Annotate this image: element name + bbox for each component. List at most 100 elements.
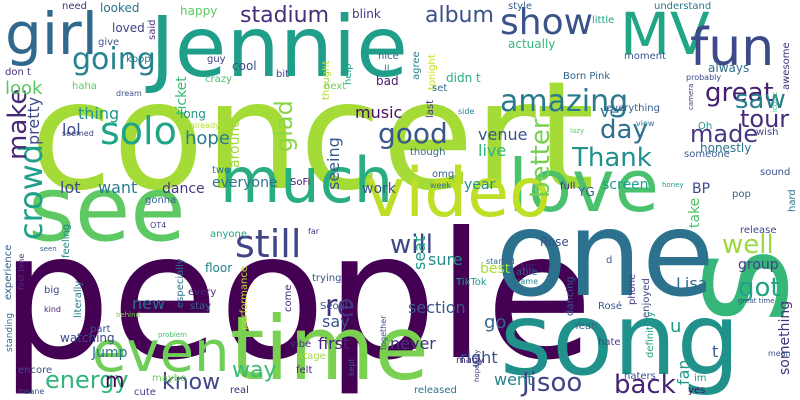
cloud-word: saw (735, 85, 786, 115)
cloud-word: good (378, 117, 448, 150)
cloud-word: real (230, 385, 249, 396)
cloud-word: style (508, 1, 532, 12)
cloud-word: Yeah (574, 321, 598, 332)
cloud-word: nice (378, 51, 399, 62)
cloud-word: bit (276, 69, 290, 80)
cloud-word: iconic (771, 91, 779, 112)
cloud-word: Thank (572, 143, 652, 173)
cloud-word: stadium (240, 3, 330, 28)
cloud-word: kind (44, 305, 62, 314)
cloud-word: understand (654, 1, 712, 12)
cloud-word: concert (30, 50, 595, 224)
cloud-word: Seoul (320, 301, 348, 312)
cloud-word: will (390, 230, 433, 260)
cloud-word: already (190, 121, 220, 130)
cloud-word: released (414, 385, 457, 396)
cloud-word: better (526, 118, 556, 198)
cloud-word: anyone (210, 229, 247, 240)
cloud-word: performance (239, 265, 250, 330)
cloud-word: yes (688, 385, 706, 396)
cloud-word: MV (620, 0, 710, 68)
cloud-word: maybe (152, 373, 187, 384)
cloud-word: screen (602, 177, 649, 193)
cloud-word: stay (190, 301, 212, 312)
cloud-word: say (322, 312, 350, 331)
cloud-word: dancing (565, 276, 576, 316)
cloud-word: see (28, 157, 186, 262)
cloud-word: seeing (324, 137, 343, 190)
cloud-word: experience (3, 244, 14, 300)
cloud-word: full (560, 181, 576, 192)
cloud-word: guy (207, 54, 226, 65)
cloud-word: thing (78, 104, 120, 123)
cloud-word: section (408, 298, 466, 317)
cloud-word: didn t (446, 71, 481, 85)
cloud-word: d (606, 255, 613, 266)
cloud-word: came (516, 277, 539, 286)
cloud-word: ll (384, 64, 390, 75)
cloud-word: girl (5, 0, 98, 68)
cloud-word: honey (662, 181, 684, 189)
cloud-word: re (325, 289, 356, 324)
cloud-word: solo (100, 109, 177, 153)
cloud-word: moment (624, 51, 667, 62)
cloud-word: Oh (698, 121, 713, 132)
cloud-word: made (690, 120, 759, 148)
cloud-word: sound (760, 167, 791, 178)
cloud-word: view (636, 119, 655, 128)
cloud-word: standing (5, 312, 15, 352)
cloud-word: lazy (570, 127, 585, 135)
cloud-word: YG (578, 185, 595, 199)
cloud-word: everything (606, 103, 660, 114)
cloud-word: awesome (781, 42, 792, 90)
cloud-word: far (308, 227, 320, 236)
cloud-word: Lisa (676, 274, 708, 293)
cloud-word: even (92, 320, 230, 385)
cloud-word: first time (17, 253, 26, 290)
cloud-word: last (425, 99, 436, 118)
cloud-word: hate (598, 337, 621, 348)
cloud-word: work (362, 181, 396, 197)
cloud-word: love (508, 144, 659, 228)
cloud-word: know (162, 370, 221, 395)
cloud-word: back (614, 370, 676, 400)
cloud-word: watching (60, 331, 115, 345)
cloud-word: everyone (212, 175, 278, 191)
cloud-word: tour (740, 105, 790, 133)
cloud-word: take (687, 197, 703, 228)
cloud-word: pretty (24, 96, 43, 145)
cloud-word: especially (175, 258, 186, 308)
cloud-word: glad (270, 100, 298, 152)
cloud-word: time (230, 297, 429, 400)
cloud-word: little (592, 15, 615, 26)
cloud-word: going (72, 42, 156, 77)
cloud-word: pop (732, 189, 751, 200)
cloud-word: set (432, 83, 448, 94)
cloud-word: seat (410, 235, 429, 270)
cloud-word: crazy (205, 74, 232, 85)
cloud-word: Rosé (598, 301, 622, 312)
cloud-word: happy (180, 4, 218, 18)
cloud-word: one (495, 185, 715, 323)
cloud-word: stage (298, 351, 326, 362)
cloud-word: TikTok (456, 277, 487, 288)
cloud-word: cool (232, 59, 257, 73)
cloud-word: new (132, 294, 166, 313)
cloud-word: OT4 (150, 221, 167, 230)
cloud-word: great time (738, 297, 775, 305)
cloud-word: loved (112, 21, 145, 35)
cloud-word: live (478, 141, 507, 160)
cloud-word: encore (18, 365, 53, 376)
cloud-word: fun (690, 18, 775, 78)
cloud-word: together (379, 315, 388, 350)
cloud-word: seemed (62, 129, 94, 138)
cloud-word: side (458, 107, 475, 116)
cloud-word: blink (352, 7, 381, 21)
cloud-word: probably (686, 73, 722, 82)
cloud-word: cute (134, 387, 156, 398)
cloud-word: behind (116, 311, 141, 319)
cloud-word: BP (692, 181, 711, 197)
cloud-word: got (738, 273, 781, 303)
cloud-word: right (460, 348, 498, 367)
